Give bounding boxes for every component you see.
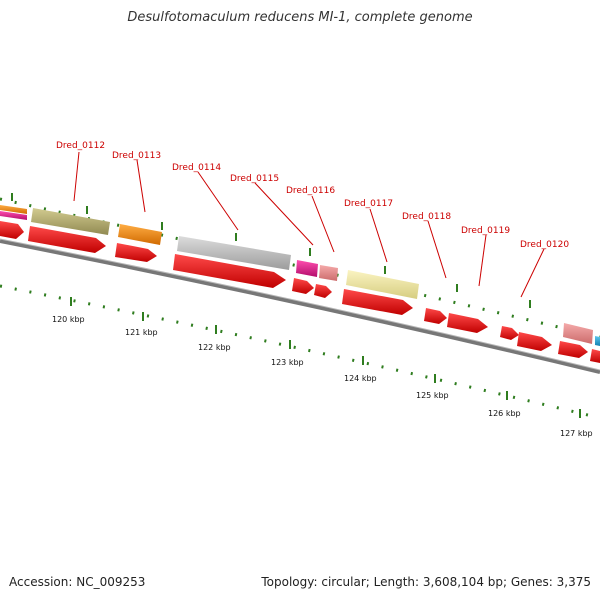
cds-arrow — [173, 254, 286, 288]
cds-arrow — [115, 243, 157, 262]
scale-label-group: 120 kbp 121 kbp 122 kbp 123 kbp 124 kbp … — [52, 315, 593, 438]
category-box-orange — [118, 224, 162, 245]
gene-label-dred-0120: Dred_0120 — [520, 240, 569, 250]
category-lane — [0, 205, 600, 346]
cds-arrow — [590, 349, 600, 363]
leader-dred-0117 — [369, 208, 388, 263]
cds-arrow — [424, 308, 447, 324]
cds-arrow — [28, 226, 106, 253]
cds-lane — [0, 221, 600, 363]
category-box-yellow — [346, 270, 419, 299]
scale-tick-row — [0, 284, 600, 420]
map-title: Desulfotomaculum reducens MI-1, complete… — [127, 10, 473, 25]
outer-tick-row — [0, 193, 600, 339]
leader-dred-0120 — [520, 248, 545, 298]
cds-arrow — [342, 289, 413, 315]
cds-arrow — [558, 341, 588, 358]
category-box-cyan-right — [595, 336, 600, 346]
leader-dred-0116 — [311, 195, 335, 253]
scale-label-120: 120 kbp — [52, 315, 85, 324]
category-box-magenta-left — [0, 211, 27, 220]
gene-label-dred-0115: Dred_0115 — [230, 174, 279, 184]
genome-summary-text: Topology: circular; Length: 3,608,104 bp… — [261, 575, 591, 589]
cds-arrow — [447, 313, 488, 333]
category-box-orange-left — [0, 205, 27, 214]
cds-arrow — [292, 278, 314, 294]
category-box-olive — [31, 208, 110, 235]
scale-label-122: 122 kbp — [198, 343, 231, 352]
leader-dred-0118 — [427, 220, 447, 279]
category-box-pink — [319, 265, 338, 281]
genome-backbone-highlight — [0, 238, 600, 371]
scale-label-126: 126 kbp — [488, 409, 521, 418]
scale-label-125: 125 kbp — [416, 391, 449, 400]
gene-label-dred-0113: Dred_0113 — [112, 151, 161, 161]
genome-backbone — [0, 239, 600, 374]
gene-label-dred-0112: Dred_0112 — [56, 141, 105, 151]
scale-major-ticks — [70, 297, 581, 418]
label-leaders — [73, 151, 545, 298]
cds-arrow — [517, 332, 552, 351]
scale-label-123: 123 kbp — [271, 358, 304, 367]
leader-dred-0114 — [197, 171, 239, 231]
leader-dred-0119 — [478, 234, 487, 287]
cds-arrow — [0, 221, 24, 239]
category-box-magenta — [296, 260, 318, 277]
gene-label-dred-0116: Dred_0116 — [286, 186, 335, 196]
accession-text: Accession: NC_009253 — [9, 575, 146, 589]
gene-label-group: Dred_0112 Dred_0113 Dred_0114 Dred_0115 … — [56, 141, 569, 250]
scale-label-121: 121 kbp — [125, 328, 158, 337]
scale-label-124: 124 kbp — [344, 374, 377, 383]
cds-arrow — [500, 326, 519, 340]
category-box-gray — [177, 236, 291, 270]
gene-label-dred-0119: Dred_0119 — [461, 226, 510, 236]
category-box-pink-right — [563, 323, 593, 344]
cds-arrow — [314, 284, 332, 298]
gene-label-dred-0118: Dred_0118 — [402, 212, 451, 222]
leader-dred-0113 — [136, 159, 146, 213]
scale-label-127: 127 kbp — [560, 429, 593, 438]
gene-label-dred-0114: Dred_0114 — [172, 163, 221, 173]
leader-dred-0112 — [73, 151, 80, 202]
gene-label-dred-0117: Dred_0117 — [344, 199, 393, 209]
outer-major-ticks — [11, 193, 531, 308]
leader-dred-0115 — [254, 182, 314, 246]
